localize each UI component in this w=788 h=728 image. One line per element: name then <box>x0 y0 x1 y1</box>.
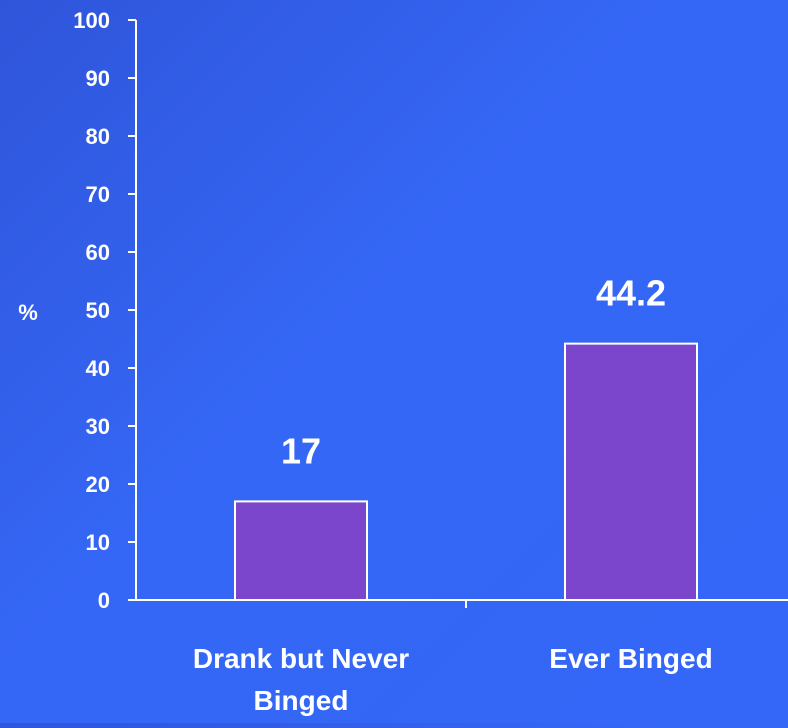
y-tick-label: 50 <box>86 298 110 323</box>
category-label: Ever Binged <box>549 643 712 674</box>
y-tick-label: 0 <box>98 588 110 613</box>
y-tick-label: 20 <box>86 472 110 497</box>
bar <box>564 342 698 601</box>
bar <box>234 500 368 601</box>
y-tick-label: 90 <box>86 66 110 91</box>
y-tick-label: 80 <box>86 124 110 149</box>
y-tick-label: 40 <box>86 356 110 381</box>
y-axis-label: % <box>18 300 38 325</box>
y-tick-label: 60 <box>86 240 110 265</box>
data-labels: 17 44.2 <box>281 273 666 472</box>
y-tick-label: 10 <box>86 530 110 555</box>
bar-value-label: 44.2 <box>596 273 666 314</box>
x-axis <box>136 599 788 608</box>
bar-value-label: 17 <box>281 430 321 471</box>
y-tick-label: 30 <box>86 414 110 439</box>
y-tick-label: 100 <box>73 8 110 33</box>
category-labels: Drank but Never Binged Ever Binged <box>193 643 713 716</box>
y-axis: 0 10 20 30 40 50 60 70 80 90 100 <box>73 8 137 613</box>
category-label: Drank but Never <box>193 643 409 674</box>
bars <box>234 342 698 601</box>
category-label: Binged <box>254 685 349 716</box>
y-tick-label: 70 <box>86 182 110 207</box>
